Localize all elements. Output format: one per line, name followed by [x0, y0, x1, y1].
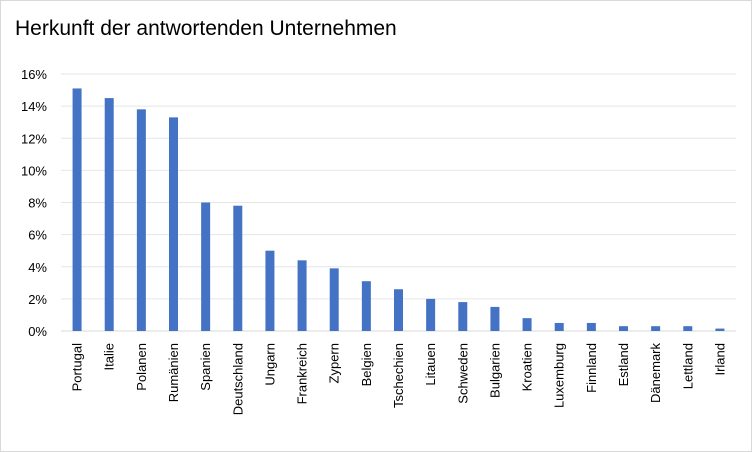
y-tick-label: 12% — [21, 131, 47, 146]
x-tick-label: Frankreich — [295, 343, 310, 404]
bar-litauen — [426, 298, 436, 331]
bar-ungarn — [265, 250, 275, 331]
bar-lettland — [683, 326, 693, 331]
y-tick-label: 4% — [28, 260, 47, 275]
x-tick-label: Irland — [712, 343, 727, 376]
x-tick-label: Bulgarien — [487, 343, 502, 398]
bar-rumänien — [169, 117, 178, 332]
bar-deutschland — [233, 205, 243, 331]
bar-luxemburg — [554, 322, 564, 331]
x-tick-label: Zypern — [327, 343, 342, 383]
x-tick-label: Estland — [616, 343, 631, 386]
bar-schweden — [458, 302, 468, 331]
bar-bulgarien — [490, 306, 500, 331]
bar-frankreich — [297, 260, 307, 331]
x-tick-label: Litauen — [423, 343, 438, 386]
x-tick-label: Tschechien — [391, 343, 406, 408]
x-tick-label: Polanen — [134, 343, 149, 391]
x-tick-label: Portugal — [70, 343, 85, 392]
x-tick-label: Schweden — [455, 343, 470, 404]
y-tick-label: 6% — [28, 228, 47, 243]
x-tick-label: Lettland — [680, 343, 695, 389]
chart-title: Herkunft der antwortenden Unternehmen — [15, 17, 397, 40]
x-tick-label: Kroatien — [520, 343, 535, 391]
bar-irland — [715, 328, 725, 331]
bars — [72, 88, 725, 332]
bar-polanen — [136, 109, 146, 332]
x-tick-label: Spanien — [198, 343, 213, 391]
x-tick-label: Italie — [102, 343, 117, 370]
x-tick-label: Rumänien — [166, 343, 181, 402]
bar-italie — [104, 98, 114, 331]
x-tick-label: Ungarn — [262, 343, 277, 386]
y-axis-tick-labels: 0% 2% 4% 6% 8% 10% 12% 14% 16% — [21, 67, 47, 339]
x-tick-label: Luxemburg — [552, 343, 567, 408]
bar-zypern — [329, 268, 339, 331]
y-tick-label: 14% — [21, 99, 47, 114]
bar-tschechien — [394, 289, 403, 331]
x-tick-label: Deutschland — [230, 343, 245, 415]
bar-finnland — [586, 322, 596, 331]
bar-dänemark — [651, 326, 661, 331]
bar-estland — [619, 326, 628, 331]
bar-kroatien — [522, 318, 532, 331]
bar-spanien — [201, 202, 211, 331]
y-tick-label: 0% — [28, 324, 47, 339]
x-axis-tick-labels: Portugal Italie Polanen Rumänien Spanien Deut… — [70, 343, 728, 416]
y-tick-label: 10% — [21, 163, 47, 178]
x-tick-label: Belgien — [359, 343, 374, 386]
bar-belgien — [361, 281, 371, 331]
x-tick-label: Dänemark — [648, 343, 663, 403]
y-tick-label: 2% — [28, 292, 47, 307]
bar-portugal — [72, 88, 82, 331]
x-tick-label: Finnland — [584, 343, 599, 393]
y-tick-label: 8% — [28, 196, 47, 211]
y-tick-label: 16% — [21, 67, 47, 82]
